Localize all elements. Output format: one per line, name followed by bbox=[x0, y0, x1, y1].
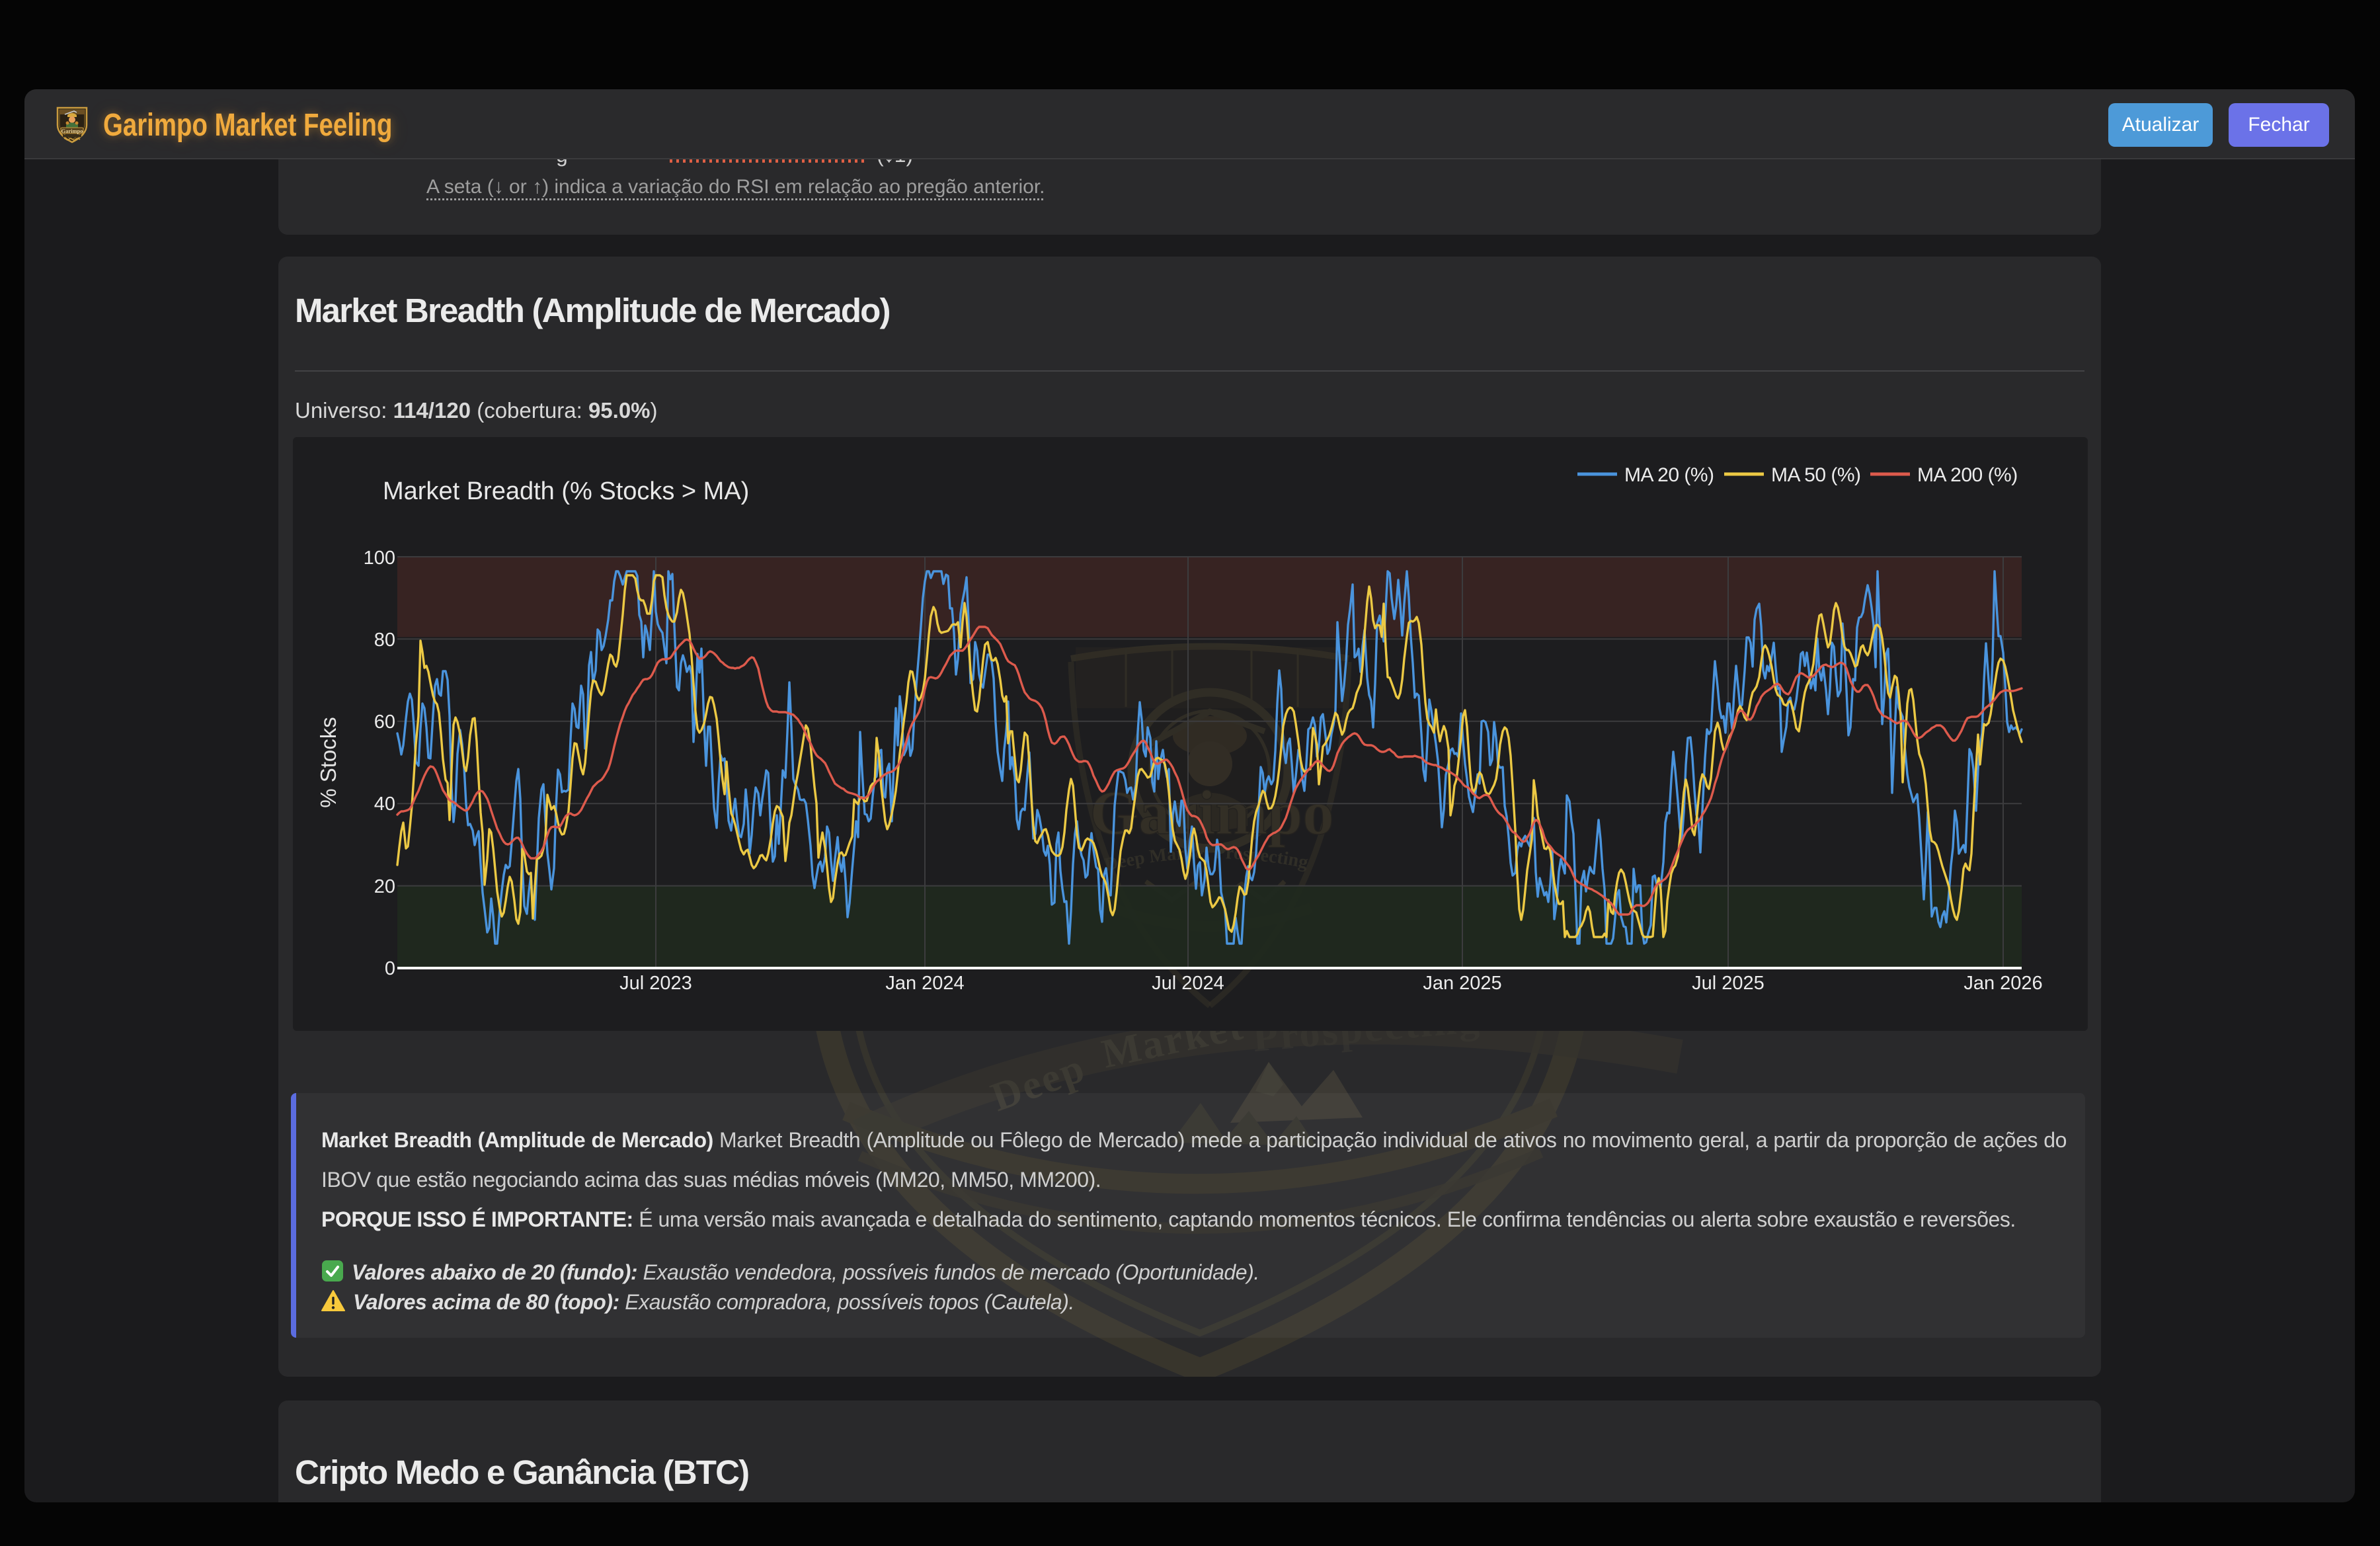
svg-text:0: 0 bbox=[385, 958, 395, 979]
svg-text:MA 200 (%): MA 200 (%) bbox=[1917, 464, 2018, 486]
svg-text:Jan 2026: Jan 2026 bbox=[1964, 973, 2042, 994]
svg-text:20: 20 bbox=[374, 876, 395, 897]
svg-text:80: 80 bbox=[374, 630, 395, 651]
svg-text:Jul 2024: Jul 2024 bbox=[1152, 973, 1224, 994]
svg-text:% Stocks: % Stocks bbox=[316, 717, 340, 808]
svg-text:60: 60 bbox=[374, 712, 395, 733]
svg-text:40: 40 bbox=[374, 793, 395, 815]
svg-text:Garimpo: Garimpo bbox=[61, 128, 83, 134]
svg-text:Jul 2023: Jul 2023 bbox=[619, 973, 692, 994]
svg-text:Jul 2025: Jul 2025 bbox=[1692, 973, 1765, 994]
svg-text:Market Breadth (% Stocks > MA): Market Breadth (% Stocks > MA) bbox=[383, 477, 749, 505]
svg-text:Jan 2024: Jan 2024 bbox=[885, 973, 964, 994]
svg-text:100: 100 bbox=[364, 548, 395, 569]
svg-text:MA 20 (%): MA 20 (%) bbox=[1624, 464, 1714, 486]
svg-text:Jan 2025: Jan 2025 bbox=[1423, 973, 1501, 994]
svg-text:MA 50 (%): MA 50 (%) bbox=[1771, 464, 1861, 486]
